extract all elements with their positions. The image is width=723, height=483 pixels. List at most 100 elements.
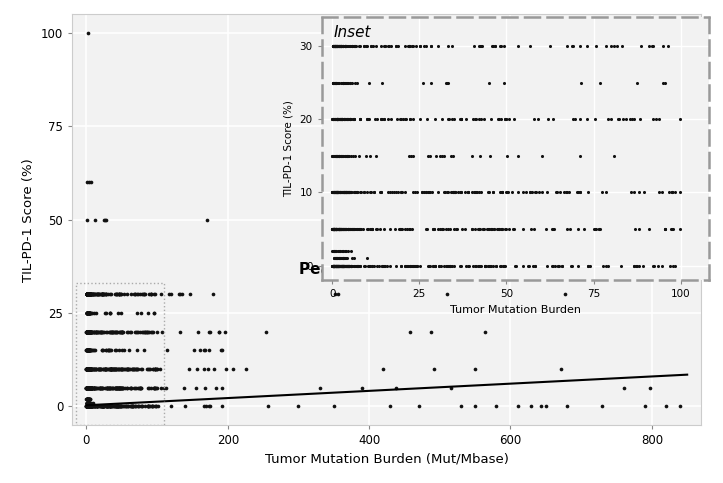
Point	[625, 115, 636, 123]
Point	[81, 384, 93, 392]
Point	[341, 188, 353, 196]
Point	[82, 365, 93, 373]
Point	[338, 262, 349, 270]
Point	[81, 384, 93, 392]
Point	[131, 328, 142, 336]
Point	[89, 384, 100, 392]
Point	[493, 115, 505, 123]
Point	[84, 402, 95, 410]
Point	[85, 384, 96, 392]
Point	[329, 262, 341, 270]
Point	[327, 43, 338, 50]
Point	[82, 402, 94, 410]
Point	[81, 328, 93, 336]
Point	[344, 43, 356, 50]
Point	[83, 365, 95, 373]
Point	[471, 188, 483, 196]
Point	[81, 309, 93, 317]
Point	[81, 402, 93, 410]
Point	[329, 291, 341, 298]
Point	[648, 262, 659, 270]
Point	[403, 43, 414, 50]
Point	[83, 384, 95, 392]
Point	[85, 291, 96, 298]
Point	[659, 225, 670, 233]
Point	[524, 188, 536, 196]
Point	[403, 43, 415, 50]
Point	[562, 43, 573, 50]
Point	[114, 365, 125, 373]
Point	[81, 402, 93, 410]
Point	[330, 262, 342, 270]
Point	[82, 328, 94, 336]
Point	[418, 43, 429, 50]
Point	[81, 402, 93, 410]
Point	[340, 188, 351, 196]
Point	[333, 255, 345, 262]
Point	[327, 152, 338, 160]
Point	[82, 328, 94, 336]
Point	[100, 291, 112, 298]
Point	[436, 115, 448, 123]
Point	[335, 225, 347, 233]
Point	[81, 291, 93, 298]
Point	[129, 328, 141, 336]
Point	[375, 188, 387, 196]
Point	[330, 188, 342, 196]
Point	[495, 43, 506, 50]
Point	[139, 291, 150, 298]
Point	[343, 262, 355, 270]
Point	[105, 384, 116, 392]
Point	[114, 291, 125, 298]
Point	[342, 79, 354, 86]
Point	[94, 365, 106, 373]
Point	[328, 225, 340, 233]
Point	[149, 402, 161, 410]
Point	[82, 291, 93, 298]
Point	[81, 384, 93, 392]
Point	[500, 262, 511, 270]
Point	[86, 402, 98, 410]
Point	[82, 291, 93, 298]
Point	[142, 365, 154, 373]
Point	[121, 384, 133, 392]
Point	[82, 328, 93, 336]
Point	[83, 346, 95, 354]
Point	[328, 225, 339, 233]
Point	[330, 225, 341, 233]
Point	[85, 384, 97, 392]
Point	[328, 43, 339, 50]
Point	[81, 384, 93, 392]
Point	[395, 225, 407, 233]
Point	[335, 262, 347, 270]
Point	[82, 291, 94, 298]
Point	[436, 225, 448, 233]
Point	[327, 188, 338, 196]
Point	[123, 346, 134, 354]
Point	[353, 262, 364, 270]
Point	[336, 262, 348, 270]
Point	[81, 402, 93, 410]
Point	[81, 402, 93, 410]
Point	[103, 402, 115, 410]
Point	[84, 402, 95, 410]
Point	[332, 262, 343, 270]
Point	[343, 262, 355, 270]
Point	[82, 291, 93, 298]
Point	[475, 225, 487, 233]
Point	[333, 43, 345, 50]
Point	[335, 152, 346, 160]
Point	[146, 402, 158, 410]
Point	[544, 43, 556, 50]
Point	[81, 402, 93, 410]
Point	[81, 402, 93, 410]
Point	[359, 43, 370, 50]
Point	[84, 346, 95, 354]
Point	[88, 328, 100, 336]
Point	[475, 188, 487, 196]
Point	[656, 262, 668, 270]
Point	[338, 43, 349, 50]
Point	[331, 43, 343, 50]
Point	[82, 365, 93, 373]
Point	[184, 365, 195, 373]
